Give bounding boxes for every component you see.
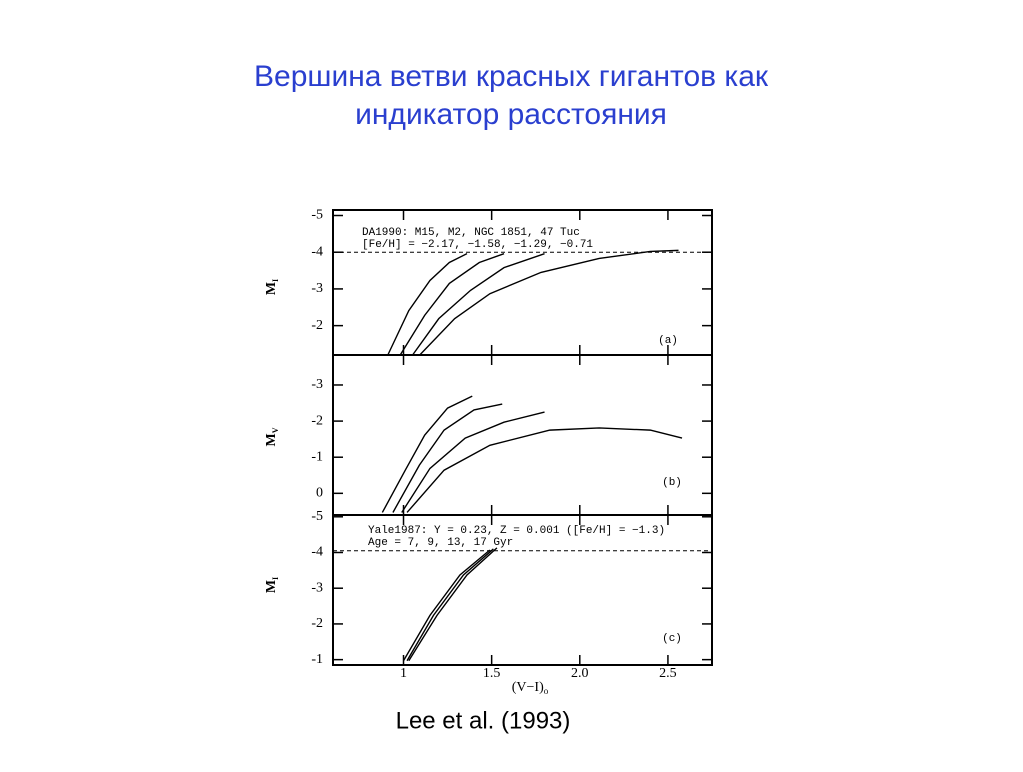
curve (406, 548, 494, 662)
y-tick-label: -3 (311, 281, 323, 296)
y-axis-label-main: M (264, 282, 279, 295)
y-axis-label-sub: I (271, 279, 280, 282)
curve (418, 249, 679, 356)
y-tick-label: -3 (311, 580, 323, 595)
y-axis-label-main: M (264, 580, 279, 593)
curve (387, 253, 468, 356)
panel-label: (c) (662, 633, 682, 645)
curve (411, 253, 545, 356)
x-axis-label-sub: o (544, 686, 549, 696)
x-tick-label: 2.5 (659, 666, 677, 681)
y-tick-label: -1 (311, 449, 323, 464)
y-axis-label-sub: V (271, 427, 280, 433)
y-axis-label: MI (264, 577, 280, 593)
curve (392, 403, 503, 513)
y-tick-label: -1 (311, 652, 323, 667)
y-tick-label: -4 (311, 545, 323, 560)
annotation: Yale1987: Y = 0.23, Z = 0.001 ([Fe/H] = … (368, 525, 665, 537)
y-tick-label: -2 (311, 413, 323, 428)
y-tick-label: -5 (311, 208, 323, 223)
annotation: DA1990: M15, M2, NGC 1851, 47 Tuc (362, 227, 580, 239)
y-tick-label: -2 (311, 616, 323, 631)
y-tick-label: -5 (311, 509, 323, 524)
y-axis-label-sub: I (271, 577, 280, 580)
y-tick-label: -4 (311, 244, 323, 259)
panel-frame (332, 354, 713, 516)
y-axis-label: MV (264, 427, 280, 446)
y-tick-label: 0 (316, 486, 323, 501)
x-tick-label: 1.5 (483, 666, 501, 681)
panel-label: (a) (658, 335, 678, 347)
annotation: [Fe/H] = −2.17, −1.58, −1.29, −0.71 (362, 239, 593, 251)
curve (408, 547, 498, 662)
caption: Lee et al. (1993) (396, 707, 571, 734)
annotation: Age = 7, 9, 13, 17 Gyr (368, 537, 513, 549)
curve (399, 253, 505, 356)
y-axis-label-main: M (264, 433, 279, 446)
panel-frame (332, 514, 713, 666)
slide-title: Вершина ветви красных гигантов как индика… (254, 60, 769, 131)
curve (381, 395, 473, 513)
y-axis-label: MI (264, 279, 280, 295)
curve (401, 411, 545, 513)
x-axis-label: (V−I)o (512, 680, 549, 696)
x-axis-label-main: (V−I) (512, 680, 544, 695)
x-tick-label: 1 (400, 666, 407, 681)
panel-label: (b) (662, 477, 682, 489)
x-tick-label: 2.0 (571, 666, 589, 681)
curve (402, 549, 491, 662)
y-tick-label: -2 (311, 318, 323, 333)
curve (406, 427, 683, 513)
y-tick-label: -3 (311, 377, 323, 392)
